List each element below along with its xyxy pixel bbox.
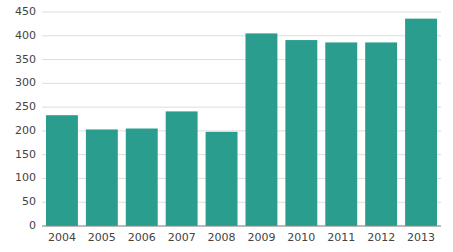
x-tick-label: 2005 (88, 231, 116, 244)
y-tick-label: 150 (15, 148, 36, 161)
x-tick-label: 2007 (168, 231, 196, 244)
x-tick-label: 2012 (367, 231, 395, 244)
y-tick-label: 450 (15, 5, 36, 18)
x-axis-line (42, 226, 441, 227)
bar (46, 115, 78, 226)
x-tick-label: 2006 (128, 231, 156, 244)
y-tick-label: 250 (15, 100, 36, 113)
x-axis: 2004 2005 2006 2007 2008 2009 2010 2011 2012 2013 (48, 231, 435, 244)
page: {"chart_data": {"type": "bar", "categori… (0, 0, 453, 252)
bar (405, 19, 437, 226)
bar (206, 132, 238, 226)
y-tick-label: 100 (15, 171, 36, 184)
bars (46, 19, 437, 226)
y-axis: 0 50 100 150 200 250 300 350 400 450 (15, 5, 36, 232)
x-tick-label: 2013 (407, 231, 435, 244)
x-tick-label: 2009 (247, 231, 275, 244)
bar (285, 40, 317, 226)
grid-line (42, 35, 441, 36)
y-tick-label: 0 (29, 219, 36, 232)
y-tick-label: 200 (15, 124, 36, 137)
y-tick-label: 350 (15, 53, 36, 66)
chart-svg: 0501001502002503003504004502004200520062… (0, 0, 453, 252)
x-tick-label: 2011 (327, 231, 355, 244)
y-tick-label: 400 (15, 29, 36, 42)
grid (42, 12, 441, 226)
y-tick-label: 300 (15, 76, 36, 89)
y-tick-label: 50 (22, 195, 36, 208)
bar (86, 129, 118, 226)
chart-container: 0501001502002503003504004502004200520062… (0, 0, 453, 252)
bar (325, 42, 357, 226)
x-tick-label: 2008 (208, 231, 236, 244)
x-tick-label: 2010 (287, 231, 315, 244)
bar (245, 33, 277, 226)
bar (365, 42, 397, 226)
bar (166, 111, 198, 226)
bar (126, 129, 158, 226)
grid-line (42, 12, 441, 13)
grid-line (42, 226, 441, 227)
x-tick-label: 2004 (48, 231, 76, 244)
